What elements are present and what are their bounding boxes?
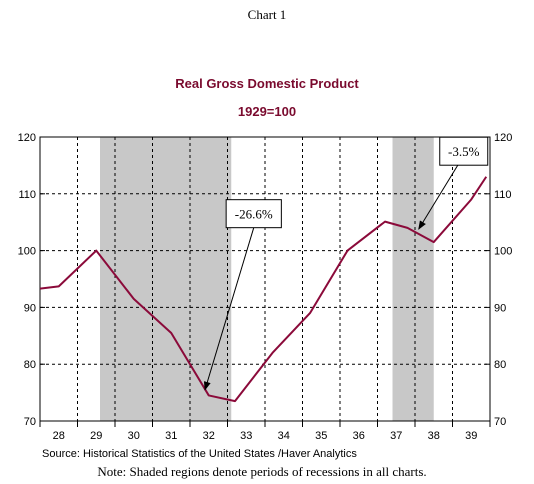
y-tick-label-left: 100 bbox=[18, 246, 36, 258]
x-tick-label: 37 bbox=[390, 430, 402, 442]
axis-ticks: 70 70 80 80 90 90 100 100 110 110 120 120 28 29 30 31 32… bbox=[18, 132, 513, 442]
recession-shading bbox=[100, 137, 434, 421]
chart-header: Chart 1 bbox=[248, 7, 287, 22]
annotation-arrow-1 bbox=[203, 227, 255, 391]
x-tick-label: 36 bbox=[353, 430, 365, 442]
y-tick-label-right: 70 bbox=[494, 416, 506, 428]
chart-source: Source: Historical Statistics of the Uni… bbox=[42, 448, 357, 460]
y-tick-label-right: 120 bbox=[494, 132, 512, 144]
y-tick-label-right: 80 bbox=[494, 359, 506, 371]
x-tick-label: 39 bbox=[465, 430, 477, 442]
annotation-box-2 bbox=[439, 136, 489, 166]
grid-lines bbox=[40, 137, 490, 421]
annotation-box-1 bbox=[225, 199, 282, 229]
x-tick-label: 30 bbox=[128, 430, 140, 442]
series-line-1 bbox=[39, 176, 488, 403]
y-tick-label-left: 110 bbox=[18, 189, 36, 201]
x-tick-label: 28 bbox=[53, 430, 65, 442]
y-tick-label-right: 90 bbox=[494, 302, 506, 314]
chart-title: Real Gross Domestic Product bbox=[175, 76, 359, 91]
x-tick-label: 38 bbox=[428, 430, 440, 442]
y-tick-label-left: 120 bbox=[18, 132, 36, 144]
x-tick-label: 35 bbox=[315, 430, 327, 442]
y-tick-label-left: 90 bbox=[24, 302, 36, 314]
x-tick-label: 32 bbox=[203, 430, 215, 442]
x-tick-label: 33 bbox=[240, 430, 252, 442]
annotation-arrow-2 bbox=[418, 164, 459, 230]
y-tick-label-left: 70 bbox=[24, 416, 36, 428]
y-tick-label-left: 80 bbox=[24, 359, 36, 371]
x-tick-label: 31 bbox=[165, 430, 177, 442]
x-tick-label: 34 bbox=[278, 430, 290, 442]
annotation-label-2: -3.5% bbox=[448, 144, 480, 159]
chart-subtitle: 1929=100 bbox=[238, 104, 296, 119]
y-tick-label-right: 100 bbox=[494, 246, 512, 258]
recession-band-1 bbox=[100, 137, 232, 421]
recession-band-2 bbox=[392, 137, 434, 421]
annotation-label-1: -26.6% bbox=[235, 207, 273, 222]
y-tick-label-right: 110 bbox=[494, 189, 512, 201]
x-tick-label: 29 bbox=[90, 430, 102, 442]
annotations: -26.6% -3.5% bbox=[203, 136, 489, 391]
gdp-series bbox=[39, 176, 488, 403]
chart-note: Note: Shaded regions denote periods of r… bbox=[97, 464, 426, 479]
